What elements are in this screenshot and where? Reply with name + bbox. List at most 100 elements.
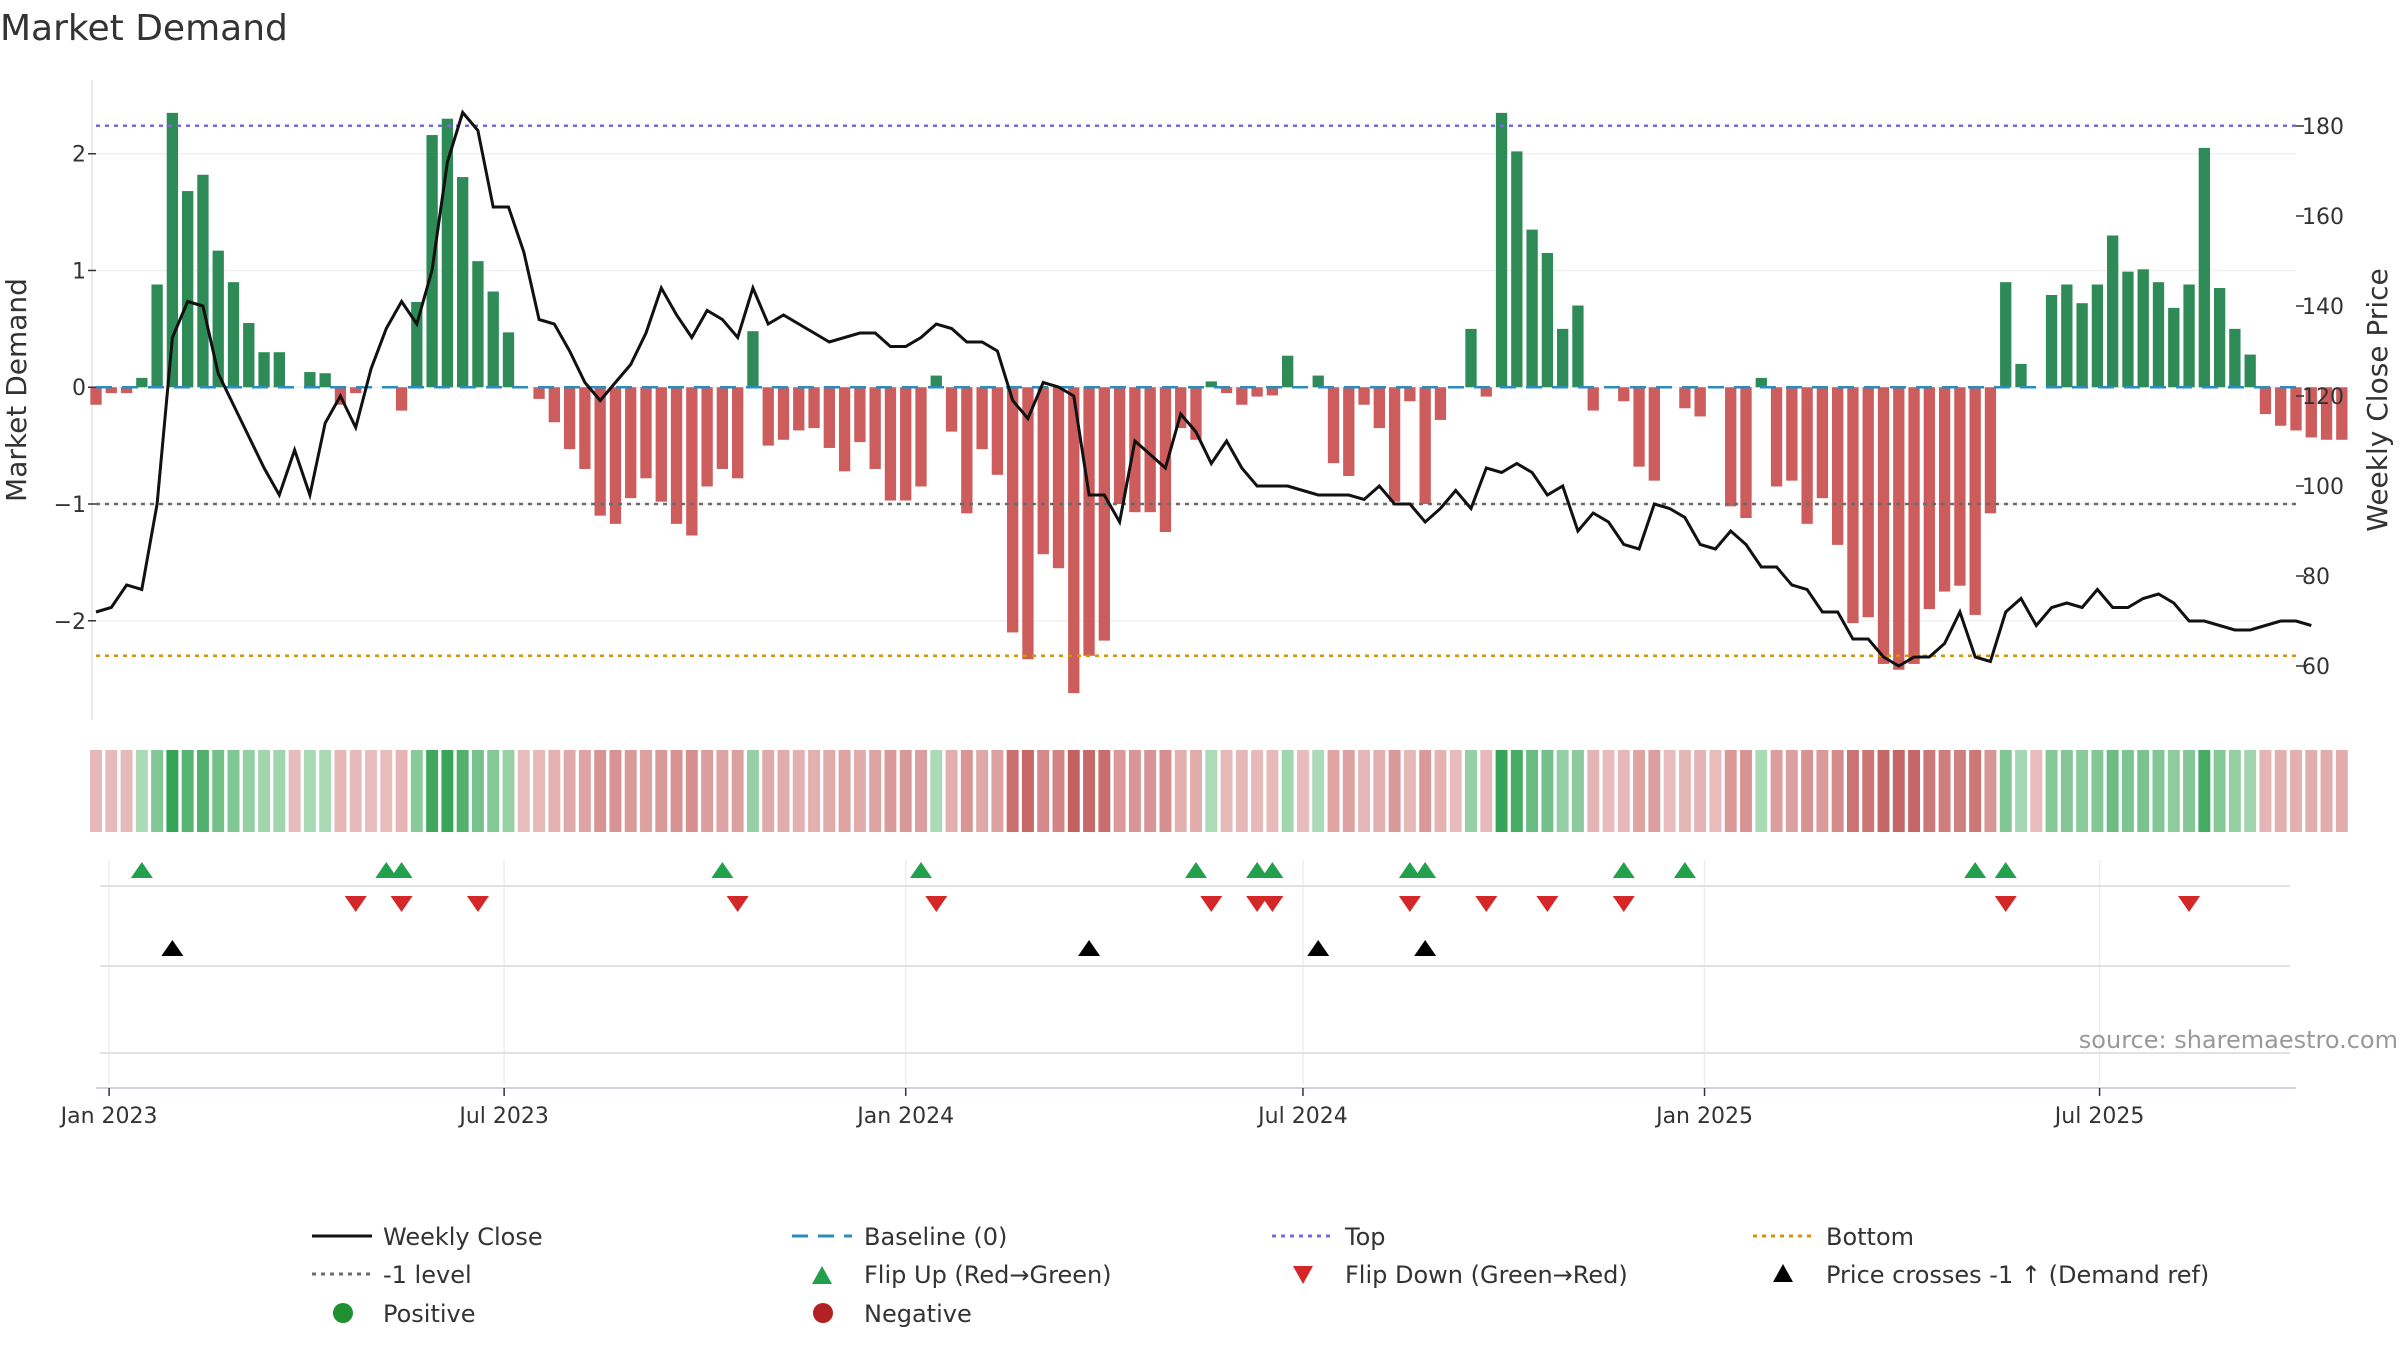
heat-strip-cell [1235, 750, 1248, 832]
negative-demand-bar [655, 387, 667, 502]
negative-demand-bar [670, 387, 683, 524]
negative-demand-bar [105, 387, 117, 394]
heat-strip-cell [380, 750, 393, 832]
negative-demand-bar [2259, 387, 2272, 415]
flip-up-marker [1414, 862, 1437, 878]
negative-demand-bar [854, 387, 866, 443]
chart-title: Market Demand [0, 8, 288, 49]
heat-strip-cell [288, 750, 301, 832]
heat-strip-cell [1144, 750, 1157, 832]
positive-demand-bar [2000, 282, 2012, 388]
y-axis-ticks: 2 1 0 −1 −2 [54, 143, 96, 635]
heat-strip-cell [1801, 750, 1814, 832]
heat-strip-cell [212, 750, 225, 832]
x-axis: Jan 2023 Jul 2023 Jan 2024 Jul 2024 Jan 2025… [59, 1088, 2144, 1129]
heat-strip-cell [991, 750, 1004, 832]
heat-strip-cell [823, 750, 836, 832]
y-tick-label: −2 [54, 610, 86, 635]
negative-demand-bar [808, 387, 820, 429]
positive-demand-bar [1541, 252, 1554, 388]
heat-strip-cell [1495, 750, 1508, 832]
negative-demand-bar [579, 387, 591, 469]
heat-strip-cell [655, 750, 668, 832]
negative-demand-bar [1327, 387, 1340, 464]
flip-up-marker [1994, 862, 2017, 878]
positive-demand-bar [1572, 305, 1584, 388]
heat-strip-cell [2015, 750, 2027, 832]
heat-strip-cell [273, 750, 286, 832]
flip-down-marker [1536, 896, 1559, 912]
heat-strip-cell [1969, 750, 1982, 832]
heat-strip-cell [410, 750, 423, 832]
heat-strip-cell [1571, 750, 1584, 832]
positive-demand-bar [1511, 151, 1523, 388]
negative-demand-bar [1725, 387, 1737, 507]
negative-demand-bar [640, 387, 652, 479]
negative-demand-bar [793, 387, 805, 431]
negative-demand-bar [1893, 387, 1905, 670]
negative-demand-bar [1159, 387, 1172, 533]
x-tick-label: Jan 2024 [855, 1104, 954, 1129]
heat-strip-cell [471, 750, 484, 832]
negative-demand-bar [1923, 387, 1935, 610]
price-cross-marker [161, 940, 184, 956]
y2-axis-label: Weekly Close Price [2361, 268, 2394, 531]
heat-strip-cell [517, 750, 530, 832]
heat-strip-cell [135, 750, 148, 832]
legend-price-crosses: Price crosses -1 ↑ (Demand ref) [1773, 1261, 2209, 1289]
y-tick-label: 1 [72, 259, 86, 284]
negative-demand-bar [884, 387, 897, 501]
positive-demand-bar [2076, 303, 2088, 388]
heat-strip-cell [2244, 750, 2257, 832]
heat-strip-cell [2152, 750, 2165, 832]
source-note: source: sharemaestro.com [2079, 1026, 2398, 1054]
negative-demand-bar [900, 387, 912, 501]
legend: Weekly Close Baseline (0) Top Bottom -1 … [312, 1223, 2209, 1328]
negative-demand-bar [1877, 387, 1890, 664]
heat-strip-cell [1923, 750, 1936, 832]
positive-demand-bar [2122, 271, 2134, 388]
heat-strip-cell [853, 750, 866, 832]
heat-strip-cell [1220, 750, 1233, 832]
heat-strip-cell [1342, 750, 1355, 832]
legend-label: Top [1344, 1223, 1386, 1251]
heat-strip-cell [2030, 750, 2043, 832]
negative-demand-bar [716, 387, 729, 469]
legend-label: Weekly Close [383, 1223, 543, 1251]
heat-strip-cell [1358, 750, 1371, 832]
positive-demand-bar [457, 177, 469, 388]
heat-strip-cell [151, 750, 164, 832]
heat-strip-cell [2198, 750, 2211, 832]
heat-strip-cell [777, 750, 790, 832]
positive-demand-bar [502, 332, 515, 388]
positive-demand-bar [304, 372, 316, 388]
negative-demand-bar [1129, 387, 1141, 513]
heat-strip-cell [701, 750, 714, 832]
reference-lines [96, 124, 2296, 658]
positive-demand-bar [1465, 328, 1477, 388]
price-cross-marker [1414, 940, 1437, 956]
x-tick-label: Jan 2025 [1654, 1104, 1753, 1129]
heat-strip-cell [2228, 750, 2241, 832]
legend-minus-one-level: -1 level [312, 1261, 472, 1289]
positive-demand-bar [1557, 328, 1569, 388]
heat-strip-cell [1113, 750, 1126, 832]
y-tick-label: 0 [72, 376, 86, 401]
flip-down-marker [1398, 896, 1421, 912]
heat-strip-cell [1877, 750, 1890, 832]
legend-label: Positive [383, 1300, 476, 1328]
flip-up-marker [130, 862, 153, 878]
heat-strip-cell [2137, 750, 2150, 832]
flip-up-marker [1612, 862, 1635, 878]
negative-demand-bar [1022, 387, 1034, 660]
positive-demand-bar [2015, 363, 2027, 388]
heat-strip-cell [1755, 750, 1768, 832]
negative-demand-bar [1190, 387, 1202, 440]
positive-demand-bar [487, 291, 499, 388]
heat-strip-cell [1938, 750, 1951, 832]
heat-strip-cell [792, 750, 805, 832]
negative-demand-bar [701, 387, 713, 487]
heat-strip-cell [1037, 750, 1050, 832]
flip-down-marker [726, 896, 749, 912]
negative-demand-bar [1770, 387, 1783, 487]
